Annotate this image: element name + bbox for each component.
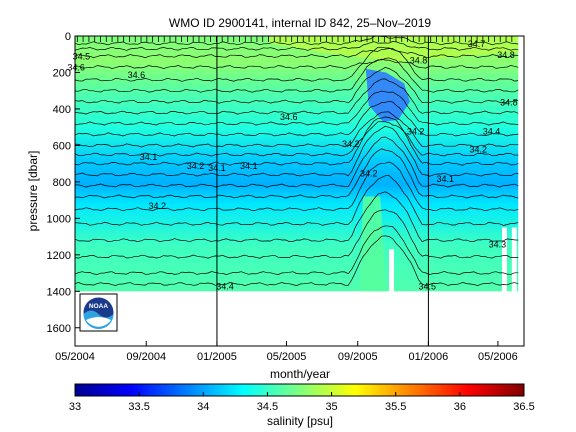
x-tick-label: 09/2004 <box>126 351 166 363</box>
chart-title: WMO ID 2900141, internal ID 842, 25–Nov–… <box>169 16 431 30</box>
contour-line <box>75 46 519 82</box>
y-axis: 0 200 400 600 800 1000 1200 1400 1600 <box>47 31 80 335</box>
contour-label: 34.6 <box>280 112 298 122</box>
colorbar-ticks: 33 33.5 34 34.5 35 35.5 36 36.5 <box>69 392 535 413</box>
y-axis-label: pressure [dbar] <box>26 151 40 232</box>
contour-label: 34.6 <box>128 70 146 80</box>
noaa-logo: NOAA <box>79 293 118 332</box>
contour-line <box>75 67 519 104</box>
colorbar-tick-label: 34 <box>197 401 209 413</box>
y-tick-label: 600 <box>53 140 71 152</box>
contour-label-group: 34.534.634.634.634.134.2 34.1 34.134.234.2… <box>67 39 517 292</box>
contour-line <box>75 116 519 166</box>
contour-label: 34.2 <box>360 168 378 178</box>
contour-label: 34.1 <box>240 161 258 171</box>
y-tick-label: 1600 <box>47 323 71 335</box>
contour-label: 34.1 <box>140 152 158 162</box>
contour-line <box>75 209 519 259</box>
x-tick-label: 09/2005 <box>338 351 378 363</box>
x-tick-label: 01/2006 <box>409 351 449 363</box>
contour-line <box>75 225 519 275</box>
x-axis: 05/2004 09/2004 01/2005 05/2005 09/2005 01/20… <box>55 341 518 363</box>
contour-label: 34.8 <box>410 55 428 65</box>
colorbar-tick-label: 33.5 <box>128 401 149 413</box>
profile-ticks <box>76 36 513 42</box>
data-gap <box>389 249 395 292</box>
contour-line <box>75 191 519 243</box>
contour-label: 34.8 <box>500 97 518 107</box>
y-tick-label: 1400 <box>47 286 71 298</box>
x-tick-label: 05/2004 <box>55 351 95 363</box>
contour-label: 34.2 <box>187 161 205 171</box>
contour-line <box>75 235 519 286</box>
data-gap <box>501 227 507 292</box>
contour-lines <box>75 36 519 286</box>
y-tick-label: 200 <box>53 67 71 79</box>
colorbar-tick-label: 34.5 <box>257 401 278 413</box>
contour-line <box>75 175 519 226</box>
contour-label: 34.6 <box>67 63 85 73</box>
contour-line <box>75 121 519 157</box>
x-tick-label: 05/2006 <box>478 351 518 363</box>
contour-line <box>75 41 519 51</box>
contour-label: 34.2 <box>342 139 360 149</box>
contour-line <box>75 57 519 93</box>
y-tick-label: 800 <box>53 177 71 189</box>
contour-line <box>75 36 519 46</box>
contour-label: 34.7 <box>468 39 486 49</box>
colorbar-tick-label: 33 <box>69 401 81 413</box>
contour-label: 34.4 <box>483 126 501 136</box>
contour-label: 34.2 <box>149 201 167 211</box>
contour-label: 34.5 <box>418 281 436 291</box>
contour-line <box>75 58 519 69</box>
year-boundaries <box>216 36 429 346</box>
contour-line <box>75 125 519 177</box>
contour-line <box>75 136 519 188</box>
contour-label: 34.8 <box>497 50 515 60</box>
y-tick-label: 0 <box>65 31 71 43</box>
y-tick-label: 1000 <box>47 213 71 225</box>
contour-line <box>75 100 519 137</box>
contour-label: 34.5 <box>73 52 91 62</box>
y-tick-label: 1200 <box>47 250 71 262</box>
x-tick-label: 01/2005 <box>197 351 237 363</box>
colorbar-gradient <box>74 383 525 397</box>
colorbar-tick-label: 35 <box>325 401 337 413</box>
contour-line <box>75 90 519 126</box>
plot-frame <box>74 35 525 347</box>
contour-line <box>75 111 519 148</box>
contour-label: 34.2 <box>407 126 425 136</box>
colorbar-label: salinity [psu] <box>267 414 333 428</box>
contour-line <box>75 148 519 199</box>
colorbar: 33 33.5 34 34.5 35 35.5 36 36.5 salinity [psu] <box>69 383 535 428</box>
contour-line <box>75 78 519 115</box>
contour-line <box>75 161 519 212</box>
colorbar-tick-label: 35.5 <box>385 401 406 413</box>
contour-label: 34.4 <box>216 281 234 291</box>
contour-label: 34.3 <box>489 240 507 250</box>
contour-line <box>75 48 519 59</box>
section-plot: 34.534.634.634.634.134.2 34.1 34.134.234.2… <box>26 16 525 381</box>
contour-label: 34.2 <box>469 145 487 155</box>
data-gap <box>511 227 517 292</box>
logo-text: NOAA <box>89 303 108 310</box>
x-axis-label: month/year <box>270 367 330 381</box>
colorbar-tick-label: 36 <box>454 401 466 413</box>
y-tick-label: 400 <box>53 104 71 116</box>
contour-label: 34.1 <box>436 174 454 184</box>
colorbar-tick-label: 36.5 <box>513 401 534 413</box>
contour-label: 34.1 <box>208 163 226 173</box>
x-tick-label: 05/2005 <box>267 351 307 363</box>
